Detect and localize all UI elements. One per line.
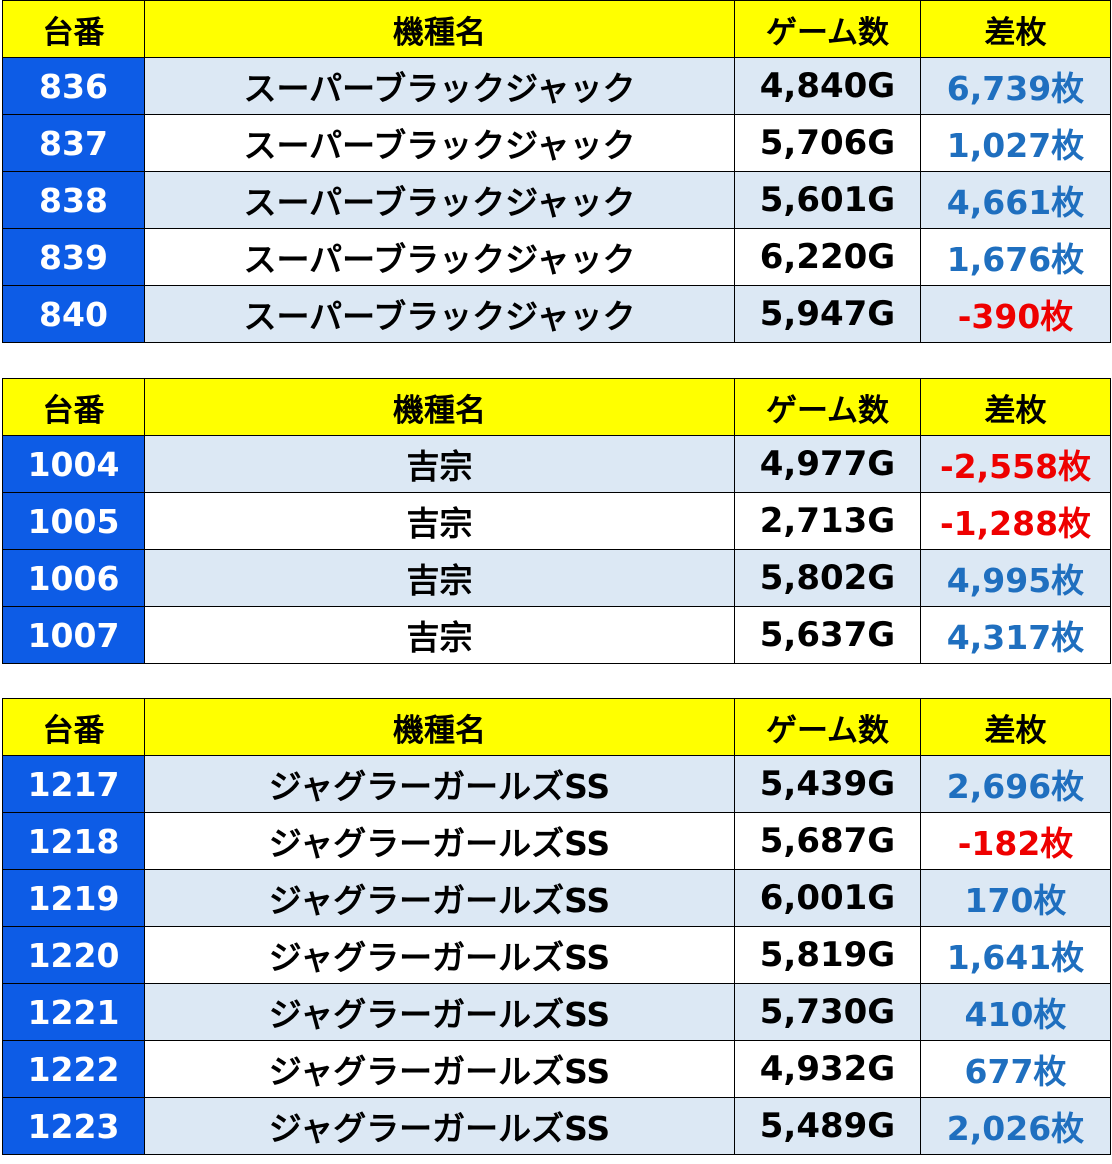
machine-table-yoshimune: 台番 機種名 ゲーム数 差枚 1004 吉宗 4,977G -2,558枚 1005 吉宗… <box>2 378 1111 664</box>
machine-number-cell: 1221 <box>2 983 145 1041</box>
game-count-cell: 5,706G <box>734 114 921 172</box>
coin-difference-cell: 2,026枚 <box>920 1097 1111 1155</box>
coin-difference-cell: -390枚 <box>920 285 1111 343</box>
game-count-cell: 5,439G <box>734 755 921 813</box>
machine-name-cell: ジャグラーガールズSS <box>144 983 735 1041</box>
header-machine-name: 機種名 <box>144 0 735 58</box>
game-count-cell: 5,637G <box>734 606 921 664</box>
game-count-cell: 5,601G <box>734 171 921 229</box>
table-row: 837 スーパーブラックジャック 5,706G 1,027枚 <box>2 114 1111 172</box>
machine-name-cell: 吉宗 <box>144 606 735 664</box>
game-count-cell: 2,713G <box>734 492 921 550</box>
game-count-cell: 5,819G <box>734 926 921 984</box>
machine-number-cell: 1005 <box>2 492 145 550</box>
header-machine-name: 機種名 <box>144 378 735 436</box>
machine-number-cell: 1219 <box>2 869 145 927</box>
machine-name-cell: ジャグラーガールズSS <box>144 869 735 927</box>
machine-number-cell: 838 <box>2 171 145 229</box>
machine-number-cell: 840 <box>2 285 145 343</box>
header-machine-number: 台番 <box>2 0 145 58</box>
table-row: 1219 ジャグラーガールズSS 6,001G 170枚 <box>2 869 1111 927</box>
coin-difference-cell: -182枚 <box>920 812 1111 870</box>
machine-name-cell: 吉宗 <box>144 492 735 550</box>
table-row: 1004 吉宗 4,977G -2,558枚 <box>2 435 1111 493</box>
header-machine-number: 台番 <box>2 378 145 436</box>
machine-name-cell: スーパーブラックジャック <box>144 171 735 229</box>
coin-difference-cell: 170枚 <box>920 869 1111 927</box>
machine-name-cell: スーパーブラックジャック <box>144 285 735 343</box>
machine-name-cell: ジャグラーガールズSS <box>144 1097 735 1155</box>
header-coin-difference: 差枚 <box>920 378 1111 436</box>
header-game-count: ゲーム数 <box>734 378 921 436</box>
machine-name-cell: ジャグラーガールズSS <box>144 926 735 984</box>
coin-difference-cell: 677枚 <box>920 1040 1111 1098</box>
machine-table-juggler-girls: 台番 機種名 ゲーム数 差枚 1217 ジャグラーガールズSS 5,439G 2,69… <box>2 698 1111 1155</box>
table-row: 1221 ジャグラーガールズSS 5,730G 410枚 <box>2 983 1111 1041</box>
table-row: 1006 吉宗 5,802G 4,995枚 <box>2 549 1111 607</box>
machine-name-cell: 吉宗 <box>144 549 735 607</box>
machine-number-cell: 837 <box>2 114 145 172</box>
game-count-cell: 5,687G <box>734 812 921 870</box>
coin-difference-cell: 1,676枚 <box>920 228 1111 286</box>
game-count-cell: 5,730G <box>734 983 921 1041</box>
header-coin-difference: 差枚 <box>920 698 1111 756</box>
game-count-cell: 6,220G <box>734 228 921 286</box>
table-row: 840 スーパーブラックジャック 5,947G -390枚 <box>2 285 1111 343</box>
machine-number-cell: 839 <box>2 228 145 286</box>
machine-name-cell: スーパーブラックジャック <box>144 114 735 172</box>
game-count-cell: 5,489G <box>734 1097 921 1155</box>
coin-difference-cell: 4,661枚 <box>920 171 1111 229</box>
header-game-count: ゲーム数 <box>734 698 921 756</box>
machine-table-super-blackjack: 台番 機種名 ゲーム数 差枚 836 スーパーブラックジャック 4,840G 6,73… <box>2 0 1111 343</box>
game-count-cell: 4,840G <box>734 57 921 115</box>
machine-name-cell: ジャグラーガールズSS <box>144 755 735 813</box>
header-game-count: ゲーム数 <box>734 0 921 58</box>
machine-name-cell: 吉宗 <box>144 435 735 493</box>
machine-name-cell: スーパーブラックジャック <box>144 228 735 286</box>
table-row: 1222 ジャグラーガールズSS 4,932G 677枚 <box>2 1040 1111 1098</box>
table-row: 1007 吉宗 5,637G 4,317枚 <box>2 606 1111 664</box>
coin-difference-cell: 6,739枚 <box>920 57 1111 115</box>
machine-number-cell: 1218 <box>2 812 145 870</box>
coin-difference-cell: 1,027枚 <box>920 114 1111 172</box>
table-header: 台番 機種名 ゲーム数 差枚 <box>2 0 1111 58</box>
machine-number-cell: 1217 <box>2 755 145 813</box>
table-row: 836 スーパーブラックジャック 4,840G 6,739枚 <box>2 57 1111 115</box>
table-header: 台番 機種名 ゲーム数 差枚 <box>2 698 1111 756</box>
coin-difference-cell: 410枚 <box>920 983 1111 1041</box>
game-count-cell: 6,001G <box>734 869 921 927</box>
table-header: 台番 機種名 ゲーム数 差枚 <box>2 378 1111 436</box>
coin-difference-cell: -2,558枚 <box>920 435 1111 493</box>
coin-difference-cell: 4,995枚 <box>920 549 1111 607</box>
header-machine-name: 機種名 <box>144 698 735 756</box>
header-coin-difference: 差枚 <box>920 0 1111 58</box>
machine-number-cell: 836 <box>2 57 145 115</box>
machine-number-cell: 1222 <box>2 1040 145 1098</box>
coin-difference-cell: 4,317枚 <box>920 606 1111 664</box>
machine-number-cell: 1004 <box>2 435 145 493</box>
game-count-cell: 4,977G <box>734 435 921 493</box>
table-row: 1220 ジャグラーガールズSS 5,819G 1,641枚 <box>2 926 1111 984</box>
machine-number-cell: 1007 <box>2 606 145 664</box>
game-count-cell: 5,802G <box>734 549 921 607</box>
coin-difference-cell: -1,288枚 <box>920 492 1111 550</box>
table-row: 1217 ジャグラーガールズSS 5,439G 2,696枚 <box>2 755 1111 813</box>
table-row: 1005 吉宗 2,713G -1,288枚 <box>2 492 1111 550</box>
game-count-cell: 4,932G <box>734 1040 921 1098</box>
machine-name-cell: ジャグラーガールズSS <box>144 812 735 870</box>
machine-name-cell: ジャグラーガールズSS <box>144 1040 735 1098</box>
header-machine-number: 台番 <box>2 698 145 756</box>
table-row: 1223 ジャグラーガールズSS 5,489G 2,026枚 <box>2 1097 1111 1155</box>
machine-name-cell: スーパーブラックジャック <box>144 57 735 115</box>
machine-number-cell: 1223 <box>2 1097 145 1155</box>
game-count-cell: 5,947G <box>734 285 921 343</box>
table-row: 1218 ジャグラーガールズSS 5,687G -182枚 <box>2 812 1111 870</box>
coin-difference-cell: 2,696枚 <box>920 755 1111 813</box>
table-row: 839 スーパーブラックジャック 6,220G 1,676枚 <box>2 228 1111 286</box>
coin-difference-cell: 1,641枚 <box>920 926 1111 984</box>
machine-number-cell: 1006 <box>2 549 145 607</box>
table-row: 838 スーパーブラックジャック 5,601G 4,661枚 <box>2 171 1111 229</box>
machine-number-cell: 1220 <box>2 926 145 984</box>
